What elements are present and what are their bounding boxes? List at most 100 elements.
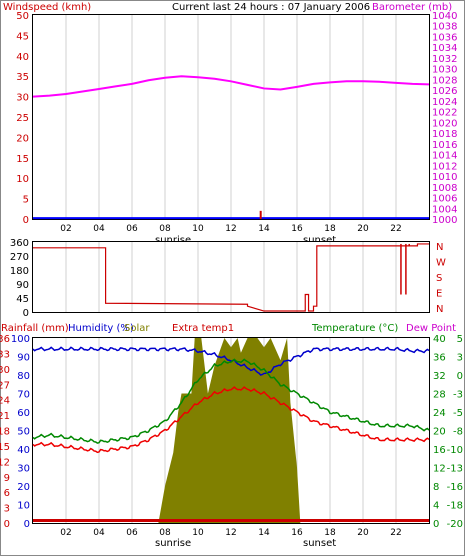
temp-tick-24: 24: [433, 408, 446, 419]
dew-tick--10: -10: [447, 445, 463, 456]
humidity-tick-30: 30: [17, 464, 30, 475]
hour-tick-bottom-04: 04: [93, 528, 105, 538]
sunrise-label-bottom: sunrise: [155, 538, 191, 549]
humidity-tick-40: 40: [17, 445, 30, 456]
panel1-gridlines: [65, 15, 397, 219]
humidity-tick-50: 50: [17, 427, 30, 438]
hour-tick-top-02: 02: [60, 224, 71, 234]
wind-gust-bar: [259, 210, 262, 219]
temperature-axis-title: Temperature (°C): [311, 323, 398, 334]
hour-tick-bottom-12: 12: [225, 528, 236, 538]
compass-label-N-0: N: [436, 242, 443, 253]
barometer-tick-1016: 1016: [432, 140, 457, 151]
humidity-tick-labels: 0 10 20 30 40 50 60 70 80 90 100: [11, 334, 30, 530]
rain-tick-27: 27: [0, 380, 10, 391]
direction-tick-90: 90: [16, 280, 29, 291]
windspeed-axis-title: Windspeed (kmh): [3, 2, 91, 13]
direction-degree-labels: 0 45 90 180 270 360: [10, 238, 29, 319]
hour-tick-top-22: 22: [390, 224, 401, 234]
temp-tick-20: 20: [433, 427, 446, 438]
sunrise-label-top: sunrise: [155, 235, 191, 246]
temp-tick-8: 8: [433, 482, 439, 493]
windspeed-tick-labels: 0 5 10 15 20 25 30 35 40 45 50: [16, 11, 29, 226]
windspeed-tick-35: 35: [16, 72, 29, 83]
temp-tick-32: 32: [433, 371, 446, 382]
rain-tick-6: 6: [4, 488, 10, 499]
dew-tick--20: -20: [447, 519, 463, 530]
hour-tick-top-12: 12: [225, 224, 236, 234]
barometer-tick-1026: 1026: [432, 86, 457, 97]
barometer-tick-labels: 1000100410061008101010121014101610181020…: [432, 11, 457, 226]
extra-temp-title: Extra temp1: [172, 323, 234, 334]
panel1-series: [32, 75, 430, 220]
hour-tick-top-18: 18: [324, 224, 336, 234]
hour-tick-bottom-16: 16: [291, 528, 303, 538]
sunset-label-top: sunset: [303, 235, 336, 246]
barometer-tick-1034: 1034: [432, 43, 457, 54]
humidity-axis-title: Humidity (%): [68, 323, 134, 334]
rain-tick-30: 30: [0, 365, 10, 376]
rain-tick-33: 33: [0, 349, 10, 360]
dew-tick-5: 5: [457, 334, 463, 345]
barometer-tick-1006: 1006: [432, 194, 457, 205]
barometer-tick-1030: 1030: [432, 65, 457, 76]
compass-label-W-1: W: [436, 258, 446, 269]
windspeed-tick-30: 30: [16, 93, 29, 104]
rain-tick-24: 24: [0, 396, 10, 407]
hour-tick-top-20: 20: [357, 224, 369, 234]
windspeed-tick-0: 0: [23, 215, 29, 226]
barometer-tick-1040: 1040: [432, 11, 457, 22]
barometer-line: [32, 75, 430, 98]
hour-tick-bottom-22: 22: [390, 528, 401, 538]
hour-tick-top-14: 14: [258, 224, 270, 234]
rain-tick-3: 3: [4, 504, 10, 515]
barometer-tick-1010: 1010: [432, 172, 457, 183]
humidity-tick-20: 20: [17, 482, 30, 493]
hour-tick-bottom-14: 14: [258, 528, 270, 538]
dew-tick--8: -8: [453, 427, 463, 438]
dew-tick-3: 3: [457, 353, 463, 364]
hour-tick-bottom-10: 10: [192, 528, 204, 538]
barometer-tick-1000: 1000: [432, 215, 457, 226]
hour-tick-bottom-02: 02: [60, 528, 71, 538]
temp-tick-4: 4: [433, 501, 439, 512]
windspeed-tick-15: 15: [16, 154, 29, 165]
rain-tick-18: 18: [0, 427, 10, 438]
humidity-tick-100: 100: [11, 334, 30, 345]
dew-point-line: [32, 386, 430, 454]
rain-tick-15: 15: [0, 442, 10, 453]
windspeed-tick-20: 20: [16, 133, 29, 144]
humidity-tick-60: 60: [17, 408, 30, 419]
windspeed-tick-25: 25: [16, 113, 29, 124]
humidity-tick-70: 70: [17, 390, 30, 401]
windspeed-tick-5: 5: [23, 195, 29, 206]
dew-tick--16: -16: [447, 482, 463, 493]
hour-tick-bottom-06: 06: [126, 528, 138, 538]
humidity-tick-90: 90: [17, 353, 30, 364]
barometer-tick-1038: 1038: [432, 22, 457, 33]
dew-tick--18: -18: [447, 501, 463, 512]
direction-tick-360: 360: [10, 238, 29, 249]
sunset-label-bottom: sunset: [303, 538, 336, 549]
temp-tick-40: 40: [433, 334, 446, 345]
hour-tick-bottom-18: 18: [324, 528, 336, 538]
compass-label-S-2: S: [436, 273, 442, 284]
direction-tick-45: 45: [16, 294, 29, 305]
temp-tick-16: 16: [433, 445, 446, 456]
barometer-tick-1008: 1008: [432, 183, 457, 194]
chart-title: Current last 24 hours : 07 January 2006: [172, 2, 370, 13]
hour-tick-top-06: 06: [126, 224, 138, 234]
barometer-tick-1020: 1020: [432, 118, 457, 129]
dew-point-tick-labels: -20 -18 -16 -13 -10 -8 -5 -3 0 3 5: [447, 334, 463, 530]
dew-tick--5: -5: [453, 408, 463, 419]
direction-tick-270: 270: [10, 252, 29, 263]
solar-area: [33, 338, 429, 523]
dew-tick--13: -13: [447, 464, 463, 475]
humidity-tick-0: 0: [24, 519, 30, 530]
windspeed-tick-50: 50: [16, 11, 29, 22]
rainfall-axis-title: Rainfall (mm): [1, 323, 69, 334]
